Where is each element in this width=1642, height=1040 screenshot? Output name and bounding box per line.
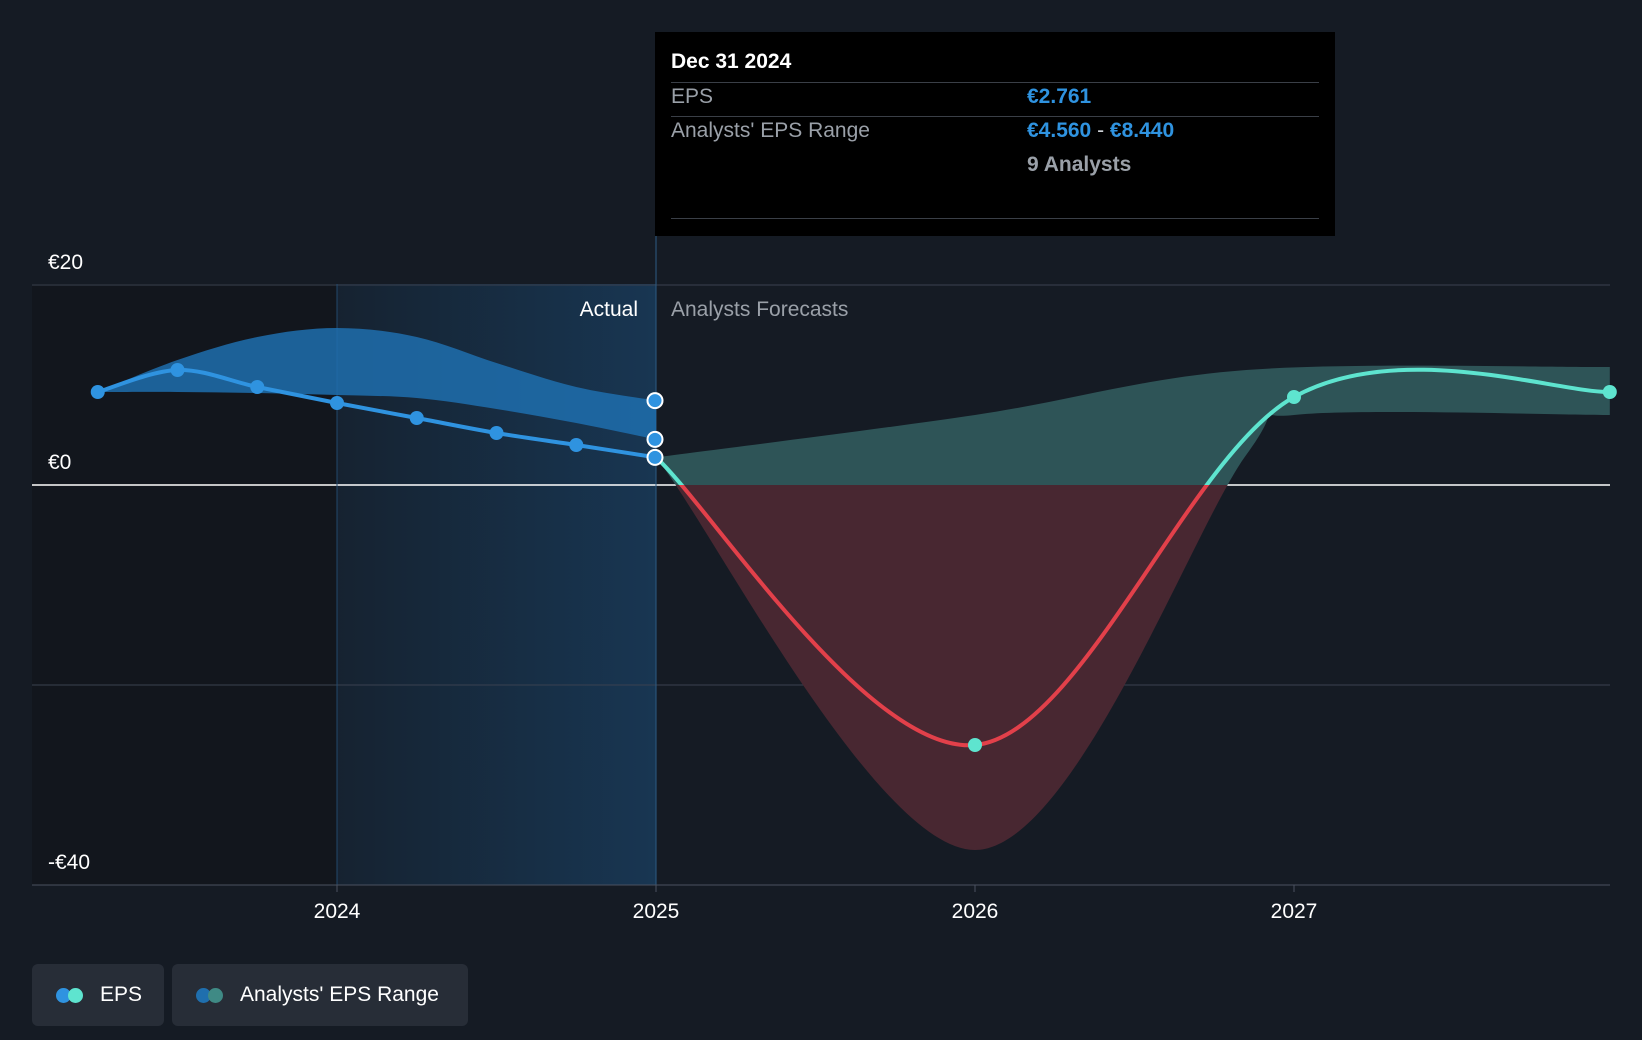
legend-eps-label: EPS [100,983,143,1006]
eps-point [409,411,424,425]
y-tick-label: -€40 [48,851,90,874]
tooltip-divider [671,82,1319,83]
range-dot-icon [196,988,211,1003]
eps-dot-icon [56,988,71,1003]
eps-point [489,426,504,440]
x-tick-label: 2024 [314,900,361,923]
range-forecast-dot-icon [208,988,223,1003]
tooltip-analysts-count: 9 Analysts [1027,153,1132,176]
x-tick-label: 2027 [1271,900,1318,923]
eps-range-actual-area [97,328,656,440]
tooltip: Dec 31 2024 EPS €2.761 Analysts' EPS Ran… [655,32,1335,236]
eps-forecast-point [968,738,982,752]
tooltip-divider [671,116,1319,117]
eps-forecast-dot-icon [68,988,83,1003]
y-tick-label: €20 [48,251,83,274]
tooltip-range-low: €4.560 [1027,119,1092,142]
y-tick-label: €0 [48,451,71,474]
eps-forecast-line-positive [654,367,1610,485]
eps-point [90,385,105,399]
tooltip-range-high: €8.440 [1109,119,1175,142]
hover-point [646,448,664,466]
tooltip-range-separator: - [1097,119,1105,142]
legend-eps-range[interactable]: Analysts' EPS Range [172,964,468,1026]
eps-forecast-line-negative [678,485,1210,748]
eps-range-forecast-area-positive [656,365,1610,485]
tooltip-eps-value: €2.761 [1027,85,1092,108]
tooltip-divider [671,218,1319,219]
eps-point [250,380,265,394]
eps-forecast-point [1602,385,1617,399]
x-tick-label: 2026 [952,900,999,923]
tooltip-range-label: Analysts' EPS Range [671,119,870,142]
eps-point [330,396,344,410]
tooltip-range-value: €4.560 - €8.440 [1027,119,1174,143]
tooltip-date: Dec 31 2024 [671,50,792,73]
eps-range-forecast-area-negative [675,485,1228,851]
actual-label: Actual [580,298,638,321]
eps-point [569,438,584,452]
hover-point [646,430,664,448]
tooltip-eps-label: EPS [671,85,714,108]
eps-forecast-point [1287,390,1301,404]
legend-range-label: Analysts' EPS Range [240,983,439,1006]
eps-point [170,363,185,377]
x-tick-label: 2025 [633,900,680,923]
hover-point [646,392,664,410]
forecast-label: Analysts Forecasts [671,298,848,321]
legend-eps[interactable]: EPS [32,964,164,1026]
